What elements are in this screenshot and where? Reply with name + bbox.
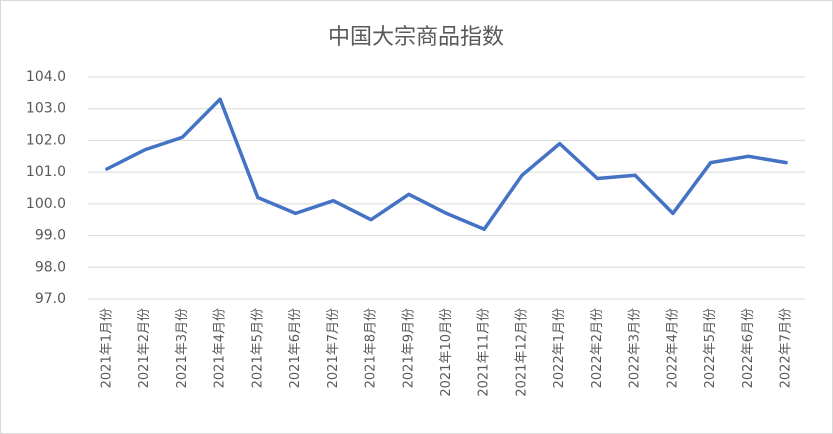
x-tick-label: 2021年1月份 bbox=[99, 308, 114, 388]
x-tick-label: 2021年5月份 bbox=[250, 308, 265, 388]
y-tick-label: 100.0 bbox=[26, 196, 66, 212]
x-tick-label: 2022年6月份 bbox=[741, 308, 756, 388]
x-tick-label: 2022年1月份 bbox=[552, 308, 567, 388]
x-tick-label: 2021年12月份 bbox=[515, 308, 530, 397]
x-tick-label: 2022年7月份 bbox=[779, 308, 794, 388]
y-tick-label: 97.0 bbox=[35, 291, 66, 307]
x-tick-label: 2022年5月份 bbox=[703, 308, 718, 388]
x-tick-label: 2021年4月份 bbox=[213, 308, 228, 388]
y-tick-label: 99.0 bbox=[35, 228, 66, 244]
x-tick-label: 2021年7月份 bbox=[326, 308, 341, 388]
x-tick-label: 2021年8月份 bbox=[364, 308, 379, 388]
x-tick-label: 2021年11月份 bbox=[477, 308, 492, 397]
data-line bbox=[105, 97, 788, 231]
x-tick-label: 2021年3月份 bbox=[175, 308, 190, 388]
x-tick-label: 2021年10月份 bbox=[439, 308, 454, 397]
y-tick-label: 98.0 bbox=[35, 259, 66, 275]
y-tick-label: 104.0 bbox=[26, 69, 66, 85]
y-tick-label: 101.0 bbox=[26, 164, 66, 180]
x-tick-label: 2022年4月份 bbox=[665, 308, 680, 388]
y-tick-label: 103.0 bbox=[26, 101, 66, 117]
x-tick-label: 2021年6月份 bbox=[288, 308, 303, 388]
y-tick-label: 102.0 bbox=[26, 132, 66, 148]
x-tick-label: 2021年9月份 bbox=[401, 308, 416, 388]
x-tick-label: 2022年3月份 bbox=[628, 308, 643, 388]
x-tick-label: 2021年2月份 bbox=[137, 308, 152, 388]
chart-title: 中国大宗商品指数 bbox=[328, 25, 504, 50]
x-tick-label: 2022年2月份 bbox=[590, 308, 605, 388]
